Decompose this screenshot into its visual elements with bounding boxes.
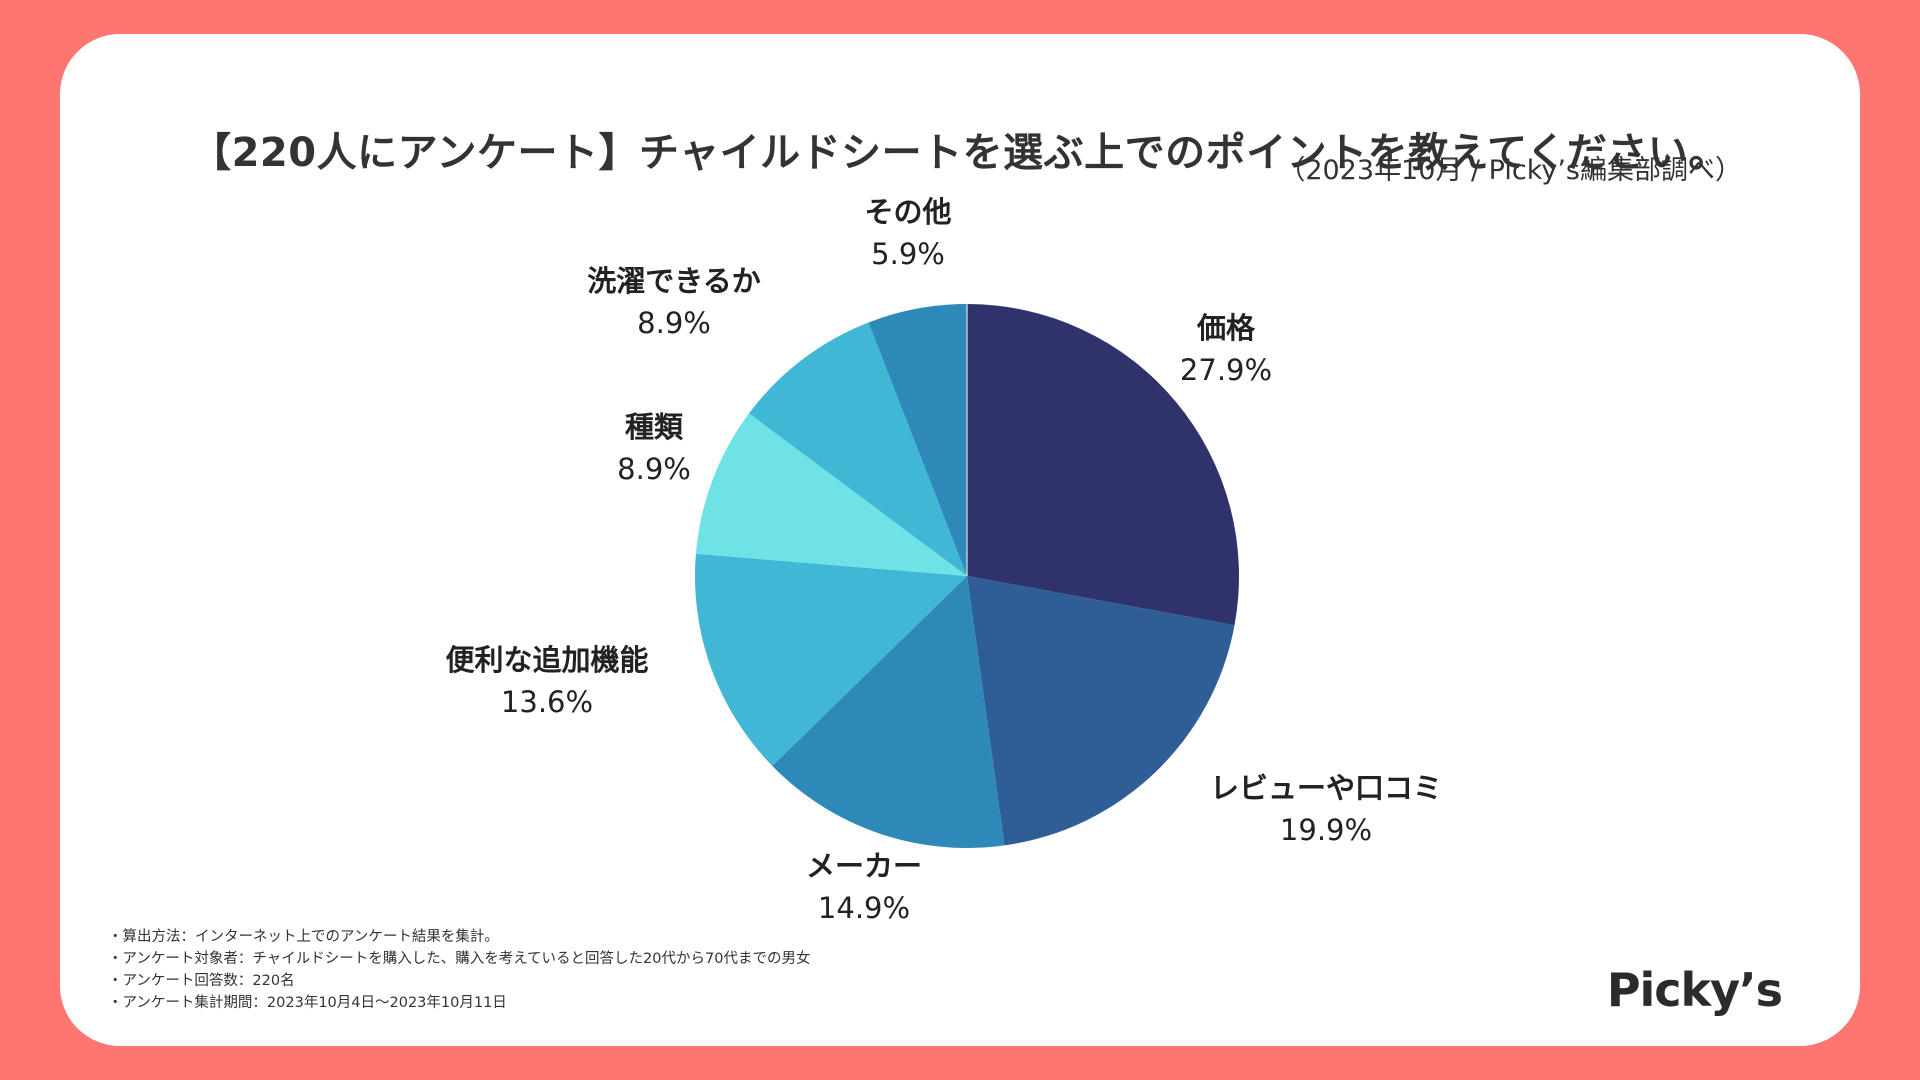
slice-label: 洗濯できるか bbox=[587, 264, 760, 298]
slice-value-label: 19.9% bbox=[1280, 813, 1372, 847]
note-method: ・算出方法：インターネット上でのアンケート結果を集計。 bbox=[108, 929, 499, 945]
slice-label: メーカー bbox=[806, 849, 922, 883]
slice-value-label: 14.9% bbox=[818, 891, 910, 925]
pie-slice bbox=[967, 576, 1235, 846]
pie-slice bbox=[695, 413, 967, 576]
slice-label: 種類 bbox=[625, 410, 684, 444]
slice-label: レビューや口コミ bbox=[1210, 771, 1442, 805]
slice-value-label: 27.9% bbox=[1180, 353, 1272, 387]
note-count: ・アンケート回答数：220名 bbox=[108, 973, 295, 989]
slice-value-label: 13.6% bbox=[501, 685, 593, 719]
pie-slice bbox=[748, 322, 967, 576]
survey-notes: ・算出方法：インターネット上でのアンケート結果を集計。 ・アンケート対象者：チャ… bbox=[108, 926, 810, 1014]
pie-slice bbox=[695, 553, 967, 766]
pie-slice bbox=[967, 304, 1240, 626]
slice-label: その他 bbox=[864, 195, 951, 229]
note-period: ・アンケート集計期間：2023年10月4日〜2023年10月11日 bbox=[108, 995, 507, 1011]
slice-value-label: 5.9% bbox=[871, 237, 945, 271]
pie-slices bbox=[695, 304, 1240, 849]
pie-slice bbox=[868, 304, 967, 576]
slice-value-label: 8.9% bbox=[637, 306, 711, 340]
note-target: ・アンケート対象者：チャイルドシートを購入した、購入を考えていると回答した20代… bbox=[108, 951, 811, 967]
slice-label: 便利な追加機能 bbox=[445, 643, 648, 677]
slice-value-label: 8.9% bbox=[617, 452, 691, 486]
slice-label: 価格 bbox=[1196, 311, 1256, 345]
chart-subtitle: （2023年10月 / Picky’s編集部調べ） bbox=[1278, 155, 1742, 186]
pie-slice bbox=[772, 576, 1005, 849]
chart-title: 【220人にアンケート】チャイルドシートを選ぶ上でのポイントを教えてください。 bbox=[191, 130, 1729, 176]
pie-labels: 価格 27.9% レビューや口コミ 19.9% メーカー 14.9% 便利な追加機能 13.6… bbox=[445, 195, 1442, 925]
pickys-logo: Picky’s bbox=[1606, 963, 1783, 1017]
